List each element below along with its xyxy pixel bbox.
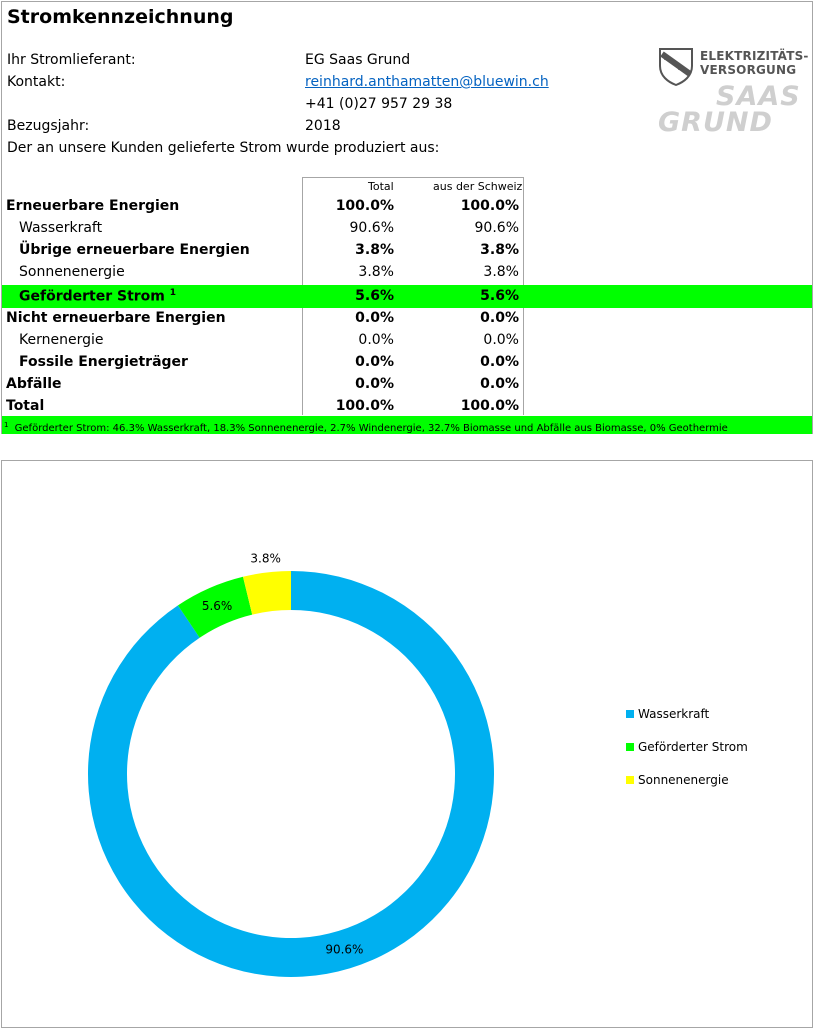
row-swiss: 90.6%: [474, 220, 519, 236]
row-total: 100.0%: [335, 398, 394, 414]
table-header-box: [302, 177, 524, 195]
row-swiss: 5.6%: [480, 288, 519, 304]
row-swiss: 0.0%: [480, 310, 519, 326]
logo-line-4: GRUND: [658, 107, 773, 138]
legend-swatch: [626, 710, 634, 718]
row-swiss: 3.8%: [483, 264, 519, 280]
row-swiss: 0.0%: [480, 354, 519, 370]
logo-line-2: VERSORGUNG: [700, 63, 797, 77]
table-row: Kernenergie 0.0% 0.0%: [2, 330, 812, 352]
row-label: Kernenergie: [19, 332, 104, 348]
contact-phone: +41 (0)27 957 29 38: [305, 96, 453, 112]
row-label: Übrige erneuerbare Energien: [19, 242, 250, 258]
row-label: Abfälle: [6, 376, 62, 392]
data-label: 3.8%: [250, 552, 281, 566]
logo-wordmark: SAAS GRUND: [658, 81, 801, 138]
year-value: 2018: [305, 118, 341, 134]
intro-text: Der an unsere Kunden gelieferte Strom wu…: [7, 140, 440, 156]
row-label: Geförderter Strom 1: [19, 288, 177, 305]
row-label: Wasserkraft: [19, 220, 103, 236]
row-swiss: 0.0%: [480, 376, 519, 392]
row-total: 5.6%: [355, 288, 394, 304]
row-swiss: 100.0%: [460, 398, 519, 414]
row-total: 0.0%: [355, 354, 394, 370]
row-label: Nicht erneuerbare Energien: [6, 310, 226, 326]
row-total: 3.8%: [358, 264, 394, 280]
table-row-highlighted: Geförderter Strom 1 5.6% 5.6%: [2, 285, 812, 308]
table-row: Erneuerbare Energien 100.0% 100.0%: [2, 196, 812, 218]
row-swiss: 0.0%: [483, 332, 519, 348]
row-total: 0.0%: [355, 310, 394, 326]
row-total: 0.0%: [355, 376, 394, 392]
donut-slice-gef-rderter-strom: [177, 576, 253, 638]
footnote-mark: 1: [4, 421, 9, 429]
table-row-total: Total 100.0% 100.0%: [2, 396, 812, 418]
energy-label-panel: Stromkennzeichnung Ihr Stromlieferant: E…: [1, 1, 813, 434]
table-row: Nicht erneuerbare Energien 0.0% 0.0%: [2, 308, 812, 330]
row-total: 100.0%: [335, 198, 394, 214]
legend-swatch: [626, 743, 634, 751]
row-label: Fossile Energieträger: [19, 354, 188, 370]
page-title: Stromkennzeichnung: [7, 6, 234, 28]
logo-text: ELEKTRIZITÄTS- VERSORGUNG: [700, 49, 809, 77]
footnote-marker: 1: [169, 288, 177, 298]
table-row: Wasserkraft 90.6% 90.6%: [2, 218, 812, 240]
footnote: 1 Geförderter Strom: 46.3% Wasserkraft, …: [2, 416, 812, 434]
row-label: Sonnenenergie: [19, 264, 125, 280]
table-row: Fossile Energieträger 0.0% 0.0%: [2, 352, 812, 374]
chart-panel: 90.6% 5.6% 3.8% Wasserkraft Geförderter St…: [1, 460, 813, 1028]
data-label: 5.6%: [202, 599, 233, 613]
data-label: 90.6%: [325, 943, 363, 957]
table-row: Übrige erneuerbare Energien 3.8% 3.8%: [2, 240, 812, 262]
row-label: Total: [6, 398, 45, 414]
row-swiss: 3.8%: [480, 242, 519, 258]
table-row: Abfälle 0.0% 0.0%: [2, 374, 812, 396]
col-header-swiss: aus der Schweiz: [433, 180, 523, 193]
row-total: 90.6%: [349, 220, 394, 236]
row-label: Erneuerbare Energien: [6, 198, 180, 214]
legend-label: Wasserkraft: [638, 707, 710, 721]
contact-email-link[interactable]: reinhard.anthamatten@bluewin.ch: [305, 74, 549, 90]
logo-line-3: SAAS: [716, 81, 801, 112]
table-row: Sonnenenergie 3.8% 3.8%: [2, 262, 812, 284]
supplier-value: EG Saas Grund: [305, 52, 411, 68]
row-total: 0.0%: [358, 332, 394, 348]
legend-swatch: [626, 776, 634, 784]
logo-line-1: ELEKTRIZITÄTS-: [700, 49, 809, 63]
legend-label: Geförderter Strom: [638, 740, 748, 754]
company-logo: ELEKTRIZITÄTS- VERSORGUNG SAAS GRUND: [656, 46, 808, 136]
donut-slice-wasserkraft: [88, 571, 495, 977]
donut-chart: 90.6% 5.6% 3.8%: [88, 552, 495, 977]
year-label: Bezugsjahr:: [7, 118, 90, 134]
footnote-text: Geförderter Strom: 46.3% Wasserkraft, 18…: [14, 423, 728, 435]
donut-slice-sonnenenergie: [242, 571, 291, 615]
legend-label: Sonnenenergie: [638, 773, 729, 787]
coat-of-arms-icon: [659, 48, 693, 86]
contact-label: Kontakt:: [7, 74, 66, 90]
supplier-label: Ihr Stromlieferant:: [7, 52, 136, 68]
row-swiss: 100.0%: [460, 198, 519, 214]
row-total: 3.8%: [355, 242, 394, 258]
col-header-total: Total: [368, 180, 394, 193]
